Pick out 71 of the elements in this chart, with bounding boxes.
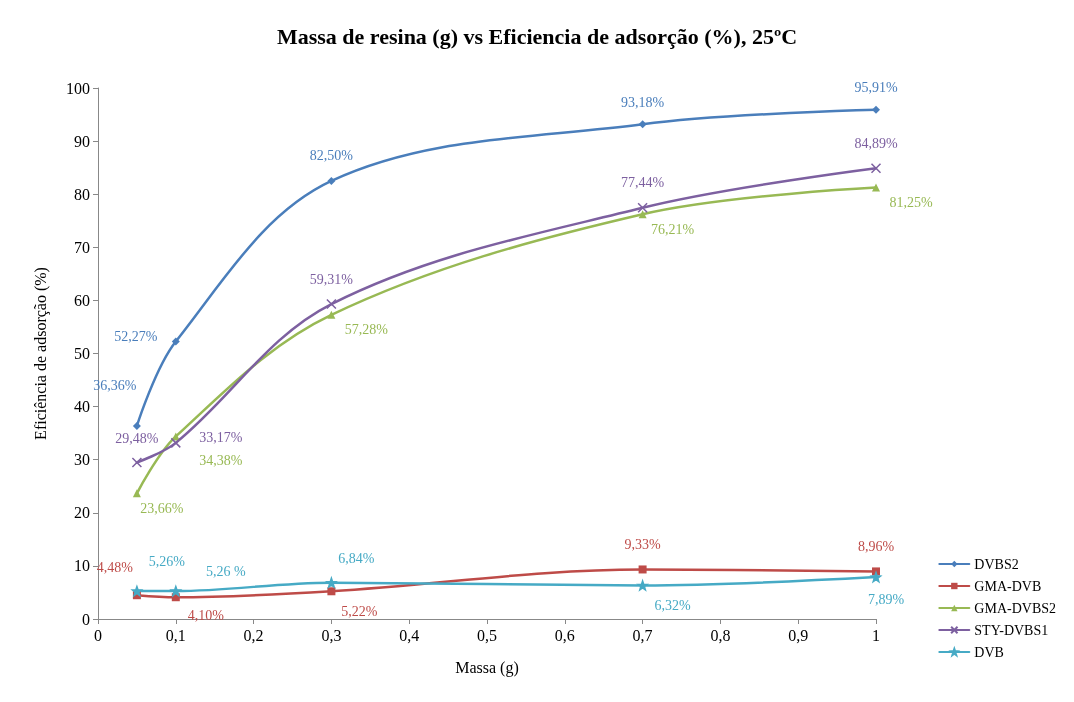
y-tick-label: 70 (74, 238, 90, 256)
point (327, 587, 336, 596)
point (638, 565, 647, 574)
data-label: 5,22% (341, 603, 378, 619)
legend-label: GMA-DVBS2 (974, 600, 1057, 616)
point (872, 183, 880, 192)
point (171, 337, 180, 346)
x-tick-label: 0,4 (399, 626, 420, 644)
x-tick-label: 0,6 (554, 626, 575, 644)
data-label: 82,50% (309, 148, 354, 164)
data-label: 84,89% (854, 135, 898, 151)
y-tick-label: 40 (74, 398, 90, 416)
data-label: 95,91% (854, 80, 898, 96)
point (872, 567, 880, 576)
data-label: 6,32% (654, 597, 692, 613)
chart-title: Massa de resina (g) vs Eficiencia de adsorção (%), 25ºC (276, 23, 798, 49)
data-label: 6,84% (338, 551, 375, 567)
y-axis-title: Eficiência de adsorção (%) (31, 267, 50, 440)
point (326, 577, 337, 588)
data-label: 93,18% (621, 94, 665, 110)
x-tick-label: 0,3 (321, 626, 342, 644)
data-label: 7,89% (867, 591, 905, 607)
y-tick-label: 50 (74, 345, 90, 362)
legend-label: DVBS2 (974, 556, 1019, 572)
data-label: 5,26% (148, 553, 186, 569)
point (170, 437, 182, 449)
data-label: 76,21% (651, 221, 695, 237)
x-tick-label: 0,2 (243, 626, 264, 644)
x-tick-label: 0,1 (165, 626, 186, 644)
point (132, 421, 141, 430)
point (170, 585, 182, 597)
data-label: 33,17% (199, 430, 243, 446)
y-tick-label: 20 (74, 504, 90, 522)
point (326, 298, 337, 310)
x-tick-label: 0,7 (632, 626, 653, 644)
y-tick-label: 0 (82, 610, 90, 628)
point (870, 162, 882, 174)
point (131, 585, 143, 597)
data-label: 52,27% (114, 328, 158, 344)
y-tick-label: 100 (66, 79, 90, 97)
data-label: 77,44% (621, 175, 665, 191)
data-label: 57,28% (344, 322, 389, 338)
x-tick-label: 0,5 (477, 626, 497, 644)
legend-label: DVB (974, 644, 1004, 660)
data-label: 59,31% (309, 271, 354, 287)
x-tick-label: 0,9 (788, 626, 809, 644)
data-label: 9,33% (624, 536, 662, 552)
legend-label: STY-DVBS1 (974, 622, 1049, 638)
data-label: 29,48% (115, 430, 159, 446)
legend-label: GMA-DVB (974, 578, 1042, 594)
point (327, 310, 336, 319)
x-axis-title: Massa (g) (455, 658, 519, 677)
point (872, 105, 880, 114)
y-tick-label: 80 (74, 185, 90, 203)
y-tick-label: 30 (74, 451, 90, 469)
x-tick-label: 0 (94, 626, 102, 644)
data-label: 34,38% (199, 452, 243, 468)
y-tick-label: 60 (74, 291, 90, 309)
point (327, 176, 336, 185)
data-label: 23,66% (140, 500, 184, 516)
y-tick-label: 90 (74, 132, 90, 150)
point (131, 457, 143, 468)
y-tick-label: 10 (74, 557, 90, 575)
point (637, 202, 648, 214)
point (638, 120, 647, 129)
data-label: 5,26 % (205, 563, 246, 579)
x-tick-label: 0,8 (710, 626, 731, 644)
data-label: 81,25% (889, 195, 933, 211)
point (870, 571, 882, 583)
data-label: 8,96% (857, 538, 895, 554)
x-tick-label: 1 (872, 626, 880, 644)
